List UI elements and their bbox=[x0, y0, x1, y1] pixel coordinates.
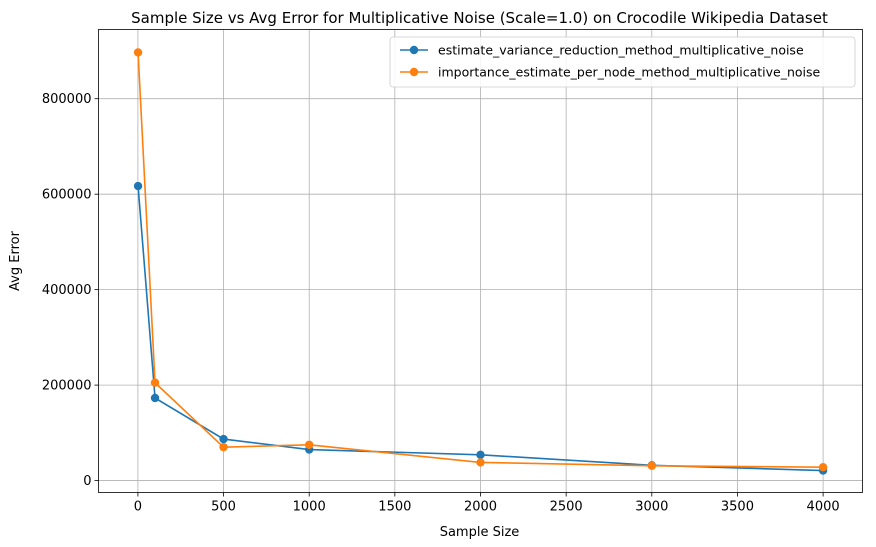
y-axis-label: Avg Error bbox=[8, 230, 23, 291]
data-point bbox=[647, 461, 657, 470]
legend-label: estimate_variance_reduction_method_multi… bbox=[438, 43, 804, 58]
y-tick-label: 400000 bbox=[42, 283, 92, 298]
data-point bbox=[150, 393, 160, 403]
legend-marker bbox=[409, 45, 419, 55]
data-point bbox=[304, 440, 314, 449]
data-point bbox=[219, 442, 228, 452]
data-point bbox=[150, 378, 160, 387]
legend-box bbox=[389, 36, 856, 88]
x-tick-label: 500 bbox=[211, 500, 236, 515]
series-2 bbox=[133, 48, 828, 472]
data-point bbox=[133, 48, 143, 57]
x-axis-label: Sample Size bbox=[440, 525, 520, 540]
x-tick-label: 1500 bbox=[378, 500, 411, 515]
data-point bbox=[219, 434, 228, 444]
chart-title: Sample Size vs Avg Error for Multiplicat… bbox=[131, 9, 828, 27]
ticks: 0 500 1000 1500 2000 2500 3000 3500 4000 0 200000 4… bbox=[42, 92, 840, 514]
x-tick-label: 2000 bbox=[464, 500, 497, 515]
x-tick-label: 1000 bbox=[293, 500, 326, 515]
y-tick-label: 600000 bbox=[42, 188, 92, 203]
data-point bbox=[476, 450, 485, 459]
grid bbox=[98, 29, 863, 493]
legend-label: importance_estimate_per_node_method_mult… bbox=[438, 65, 821, 80]
x-tick-label: 3500 bbox=[721, 500, 754, 515]
y-tick-label: 0 bbox=[83, 474, 91, 489]
x-tick-label: 2500 bbox=[550, 500, 583, 515]
legend: estimate_variance_reduction_method_multi… bbox=[389, 36, 856, 88]
x-tick-label: 4000 bbox=[807, 500, 840, 515]
y-tick-label: 800000 bbox=[42, 92, 92, 107]
data-point bbox=[818, 463, 828, 472]
legend-marker bbox=[409, 67, 419, 77]
x-tick-label: 3000 bbox=[635, 500, 668, 515]
x-tick-label: 0 bbox=[134, 500, 142, 515]
data-point bbox=[476, 458, 485, 467]
data-point bbox=[133, 181, 143, 191]
series-layer bbox=[133, 48, 828, 475]
y-tick-label: 200000 bbox=[42, 379, 92, 394]
